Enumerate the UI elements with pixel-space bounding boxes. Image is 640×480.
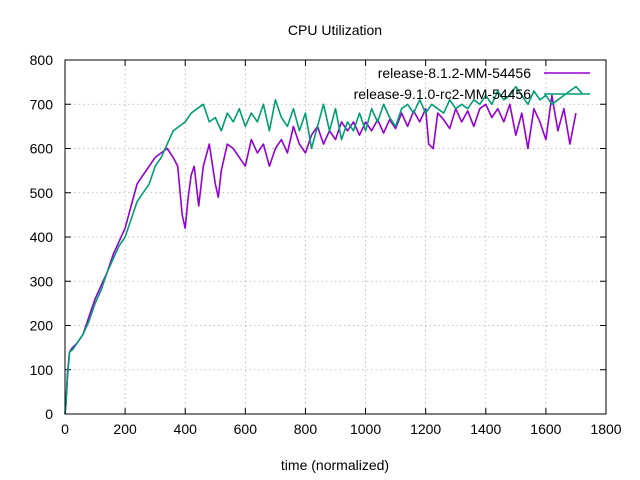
legend-label-1: release-8.1.2-MM-54456 (378, 65, 532, 81)
y-tick-label: 800 (30, 52, 54, 68)
series-line-2 (64, 85, 583, 415)
legend: release-8.1.2-MM-54456 release-9.1.0-rc2-… (354, 65, 590, 102)
y-tick-label: 200 (30, 318, 54, 334)
x-tick-label: 200 (113, 421, 137, 437)
y-tick-label: 500 (30, 185, 54, 201)
grid-layer (65, 60, 606, 414)
y-tick-label: 300 (30, 273, 54, 289)
x-tick-label: 400 (174, 421, 198, 437)
legend-label-2: release-9.1.0-rc2-MM-54456 (354, 86, 532, 102)
x-tick-label: 800 (294, 421, 318, 437)
x-tick-label: 1200 (410, 421, 441, 437)
series-layer (64, 85, 583, 415)
x-tick-label: 0 (61, 421, 69, 437)
y-tick-label: 600 (30, 141, 54, 157)
x-tick-label: 600 (234, 421, 258, 437)
y-tick-label: 400 (30, 229, 54, 245)
x-tick-label: 1600 (530, 421, 561, 437)
series-line-1 (64, 94, 577, 415)
chart-title: CPU Utilization (288, 22, 382, 38)
plot-frame (64, 59, 607, 415)
x-tick-label: 1400 (470, 421, 501, 437)
y-tick-label: 0 (45, 406, 53, 422)
y-tick-label: 700 (30, 96, 54, 112)
tick-layer: 0 200 400 600 800 1000 1200 1400 1600 1800 0 100 200… (30, 52, 622, 437)
x-axis-label: time (normalized) (281, 457, 389, 473)
x-tick-label: 1800 (590, 421, 621, 437)
x-tick-label: 1000 (350, 421, 381, 437)
y-tick-label: 100 (30, 362, 54, 378)
